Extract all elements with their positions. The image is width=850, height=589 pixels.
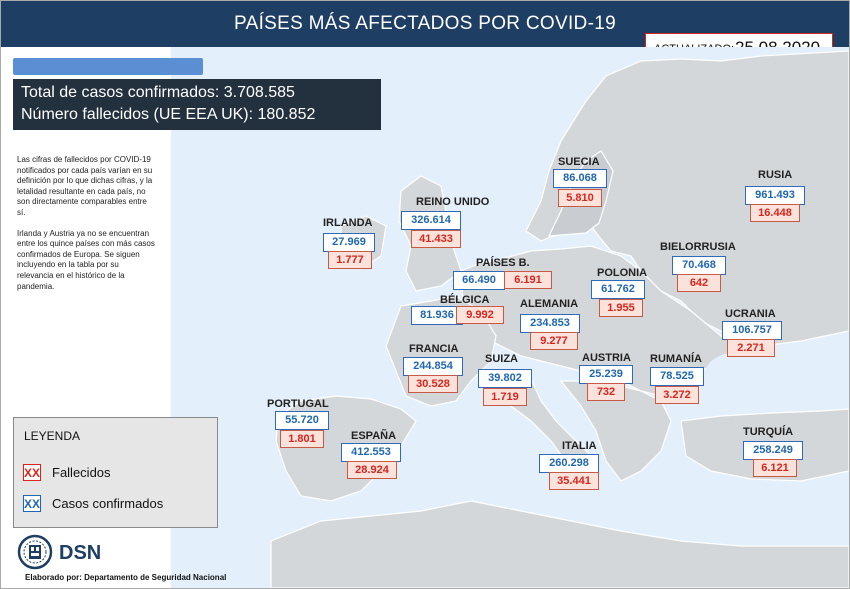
cases-irlanda: 27.969 <box>323 233 375 252</box>
deaths-italia: 35.441 <box>549 472 599 490</box>
header-bar: PAÍSES MÁS AFECTADOS POR COVID-19 <box>1 1 849 47</box>
page-title: PAÍSES MÁS AFECTADOS POR COVID-19 <box>234 13 616 34</box>
black-sea <box>706 349 806 393</box>
country-label-austria: AUSTRIA <box>582 352 631 364</box>
country-label-suiza: SUIZA <box>485 353 518 365</box>
legend-deaths-symbol: XX <box>23 464 41 481</box>
cases-portugal: 55.720 <box>275 411 329 430</box>
cases-bielorrusia: 70.468 <box>672 256 726 275</box>
deaths-espana: 28.924 <box>347 461 397 479</box>
country-label-turquia: TURQUÍA <box>743 426 794 438</box>
deaths-reino-unido: 41.433 <box>411 230 461 248</box>
deaths-polonia: 1.955 <box>599 299 643 317</box>
legend: LEYENDA XX Fallecidos XX Casos confirmad… <box>13 417 218 528</box>
land-north-africa <box>270 500 849 588</box>
cases-ucrania: 106.757 <box>722 321 782 340</box>
cases-turquia: 258.249 <box>743 441 803 460</box>
cases-austria: 25.239 <box>579 365 633 384</box>
deaths-portugal: 1.801 <box>280 430 324 448</box>
country-label-francia: FRANCIA <box>409 343 459 355</box>
legend-cases-label: Casos confirmados <box>52 496 164 511</box>
deaths-belgica: 9.992 <box>456 306 504 324</box>
cases-suecia: 86.068 <box>553 169 607 188</box>
deaths-suecia: 5.810 <box>558 189 602 207</box>
total-confirmed: Total de casos confirmados: 3.708.585 <box>21 84 295 101</box>
country-label-belgica: BÉLGICA <box>440 294 490 306</box>
deaths-paises-b: 6.191 <box>504 271 552 289</box>
country-label-portugal: PORTUGAL <box>267 398 329 410</box>
country-label-paises-b: PAÍSES B. <box>476 257 530 269</box>
cases-rusia: 961.493 <box>745 186 805 205</box>
country-label-suecia: SUECIA <box>558 156 600 168</box>
land-balkans <box>559 380 672 482</box>
legend-cases-symbol: XX <box>23 495 41 512</box>
country-label-reino-unido: REINO UNIDO <box>416 196 490 208</box>
country-label-bielorrusia: BIELORRUSIA <box>660 241 736 253</box>
country-label-espana: ESPAÑA <box>351 430 397 442</box>
cases-rumania: 78.525 <box>650 367 704 386</box>
country-label-italia: ITALIA <box>562 440 597 452</box>
cases-suiza: 39.802 <box>478 369 532 388</box>
deaths-bielorrusia: 642 <box>677 274 721 292</box>
deaths-ucrania: 2.271 <box>727 339 775 357</box>
logo-text: DSN <box>59 542 102 564</box>
country-label-ucrania: UCRANIA <box>725 308 776 320</box>
cases-espana: 412.553 <box>341 443 401 462</box>
credit-line: Elaborado por: Departamento de Seguridad… <box>25 573 227 582</box>
note-ireland-austria: Irlanda y Austria ya no se encuentran en… <box>17 228 155 291</box>
deaths-suiza: 1.719 <box>483 388 527 406</box>
country-label-polonia: POLONIA <box>597 267 648 279</box>
totals-box: Total de casos confirmados: 3.708.585 Nú… <box>13 79 381 130</box>
legend-title: LEYENDA <box>24 429 81 443</box>
cases-belgica: 81.936 <box>411 306 463 325</box>
country-label-rumania: RUMANÍA <box>650 353 702 365</box>
country-label-alemania: ALEMANIA <box>520 298 579 310</box>
legend-deaths-label: Fallecidos <box>52 465 111 480</box>
deaths-irlanda: 1.777 <box>328 251 372 269</box>
note-deaths-definition: Las cifras de fallecidos por COVID-19 no… <box>17 155 153 217</box>
coat-of-arms-icon <box>17 534 53 570</box>
country-label-irlanda: IRLANDA <box>323 217 373 229</box>
deaths-alemania: 9.277 <box>530 332 578 350</box>
deaths-turquia: 6.121 <box>753 459 797 477</box>
deaths-francia: 30.528 <box>408 375 458 393</box>
cases-reino-unido: 326.614 <box>401 211 461 230</box>
cases-francia: 244.854 <box>403 357 463 376</box>
europe-map <box>171 47 849 588</box>
accent-bar <box>13 58 203 75</box>
cases-alemania: 234.853 <box>520 314 580 333</box>
notes: Las cifras de fallecidos por COVID-19 no… <box>17 155 155 302</box>
deaths-rumania: 3.272 <box>655 386 699 404</box>
cases-italia: 260.298 <box>539 454 599 473</box>
country-label-rusia: RUSIA <box>758 169 793 181</box>
dsn-logo: DSN <box>17 534 135 572</box>
cases-polonia: 61.762 <box>591 280 645 299</box>
total-deaths: Número fallecidos (UE EEA UK): 180.852 <box>21 106 316 123</box>
cases-paises-b: 66.490 <box>453 271 505 290</box>
deaths-rusia: 16.448 <box>750 204 800 222</box>
deaths-austria: 732 <box>587 383 625 401</box>
